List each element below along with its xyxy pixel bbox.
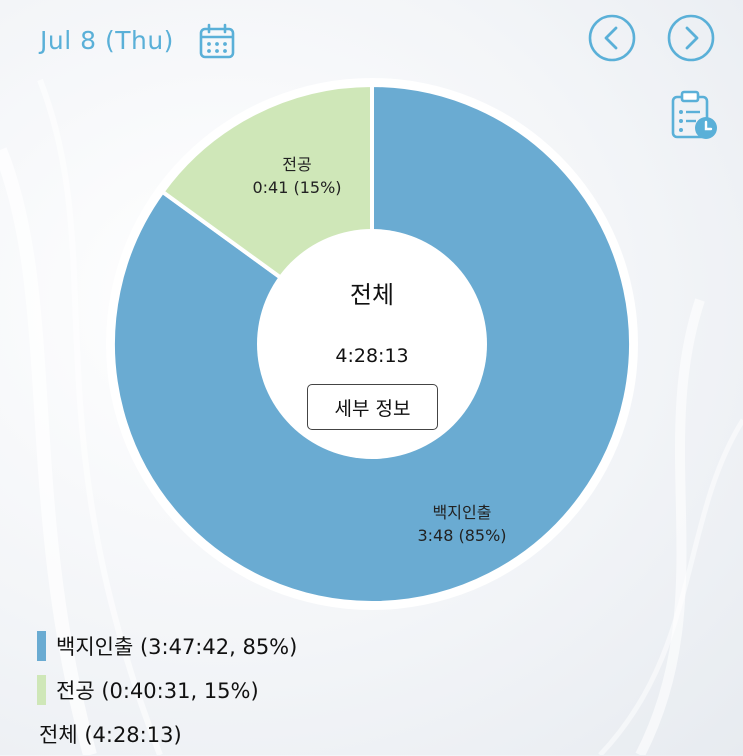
legend-item-label: 전공 (0:40:31, 15%) (56, 679, 259, 703)
legend-item-label: 백지인출 (3:47:42, 85%) (56, 635, 298, 659)
slice-label-name-main: 백지인출 (433, 503, 492, 522)
legend-item: 백지인출 (3:47:42, 85%) (37, 624, 297, 668)
chevron-right-circle-icon[interactable] (666, 13, 716, 63)
legend-total: 전체 (4:28:13) (39, 723, 182, 747)
date-label[interactable]: Jul 8 (Thu) (40, 26, 174, 55)
legend-swatch (37, 631, 46, 661)
chevron-left-circle-icon[interactable] (587, 13, 637, 63)
slice-label-value-minor: 0:41 (15%) (252, 178, 341, 197)
slice-label-name-minor: 전공 (282, 155, 311, 174)
calendar-icon[interactable] (198, 23, 236, 61)
legend: 백지인출 (3:47:42, 85%) 전공 (0:40:31, 15%) 전체… (37, 624, 297, 756)
detail-info-button[interactable]: 세부 정보 (307, 384, 438, 430)
legend-item: 전공 (0:40:31, 15%) (37, 668, 297, 712)
slice-label-value-main: 3:48 (85%) (417, 526, 506, 545)
clipboard-clock-icon[interactable] (668, 88, 720, 142)
legend-swatch (37, 675, 46, 705)
chart-center-total: 4:28:13 (335, 345, 408, 367)
chart-center-title: 전체 (350, 281, 394, 309)
